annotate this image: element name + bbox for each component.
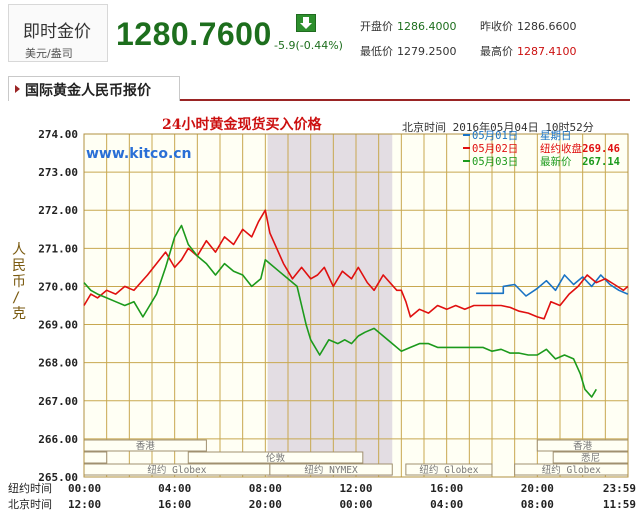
x-tick-label: 20:00 bbox=[521, 482, 554, 495]
y-axis-label-char: 币 bbox=[12, 274, 26, 290]
legend-label: 最新价 bbox=[540, 155, 572, 168]
low-price-label: 最低价 bbox=[360, 45, 393, 58]
x-tick-label: 11:59 bbox=[603, 498, 636, 511]
x-axis: 纽约时间 00:00 04:00 08:00 12:00 16:00 20:00 23:59 北… bbox=[8, 481, 636, 511]
down-arrow-icon bbox=[296, 14, 316, 32]
legend: 05月01日 星期日 05月02日 纽约收盘 269.46 05月03日 最新价 267.14 bbox=[463, 130, 620, 168]
legend-date: 05月03日 bbox=[472, 156, 518, 168]
london-session-label: 伦敦 bbox=[266, 452, 286, 464]
y-tick-label: 269.00 bbox=[38, 319, 78, 332]
legend-label: 纽约收盘 bbox=[540, 142, 582, 155]
y-axis-label-char: 人 bbox=[12, 242, 26, 258]
y-axis-label: 人民币/克 bbox=[12, 242, 26, 322]
high-price: 最高价 1287.4100 bbox=[480, 43, 577, 59]
x-row-label: 纽约时间 bbox=[8, 481, 52, 495]
section-title: 国际黄金人民币报价 bbox=[25, 83, 151, 99]
y-tick-label: 268.00 bbox=[38, 357, 78, 370]
globex-session-2-band bbox=[405, 463, 493, 476]
globex-session-3-label: 纽约 Globex bbox=[542, 464, 601, 476]
x-tick-label: 00:00 bbox=[339, 498, 372, 511]
y-axis-label-char: / bbox=[12, 290, 20, 306]
series-layer bbox=[83, 209, 629, 398]
series-line-2 bbox=[83, 209, 629, 320]
high-price-label: 最高价 bbox=[480, 45, 513, 58]
x-tick-label: 04:00 bbox=[158, 482, 191, 495]
nymex-session-shade bbox=[267, 134, 393, 477]
x-tick-label: 12:00 bbox=[68, 498, 101, 511]
legend-value: 267.14 bbox=[582, 156, 620, 168]
high-price-value: 1287.4100 bbox=[517, 45, 577, 58]
quote-unit: 美元/盎司 bbox=[25, 47, 73, 60]
x-tick-label: 04:00 bbox=[430, 498, 463, 511]
chart-title: 24小时黄金现货买入价格 bbox=[162, 116, 322, 133]
section-divider bbox=[8, 99, 630, 101]
x-tick-label: 16:00 bbox=[158, 498, 191, 511]
price-change: -5.9(-0.44%) bbox=[274, 39, 343, 52]
y-axis-label-char: 民 bbox=[12, 258, 26, 274]
legend-label: 星期日 bbox=[540, 130, 572, 142]
current-price: 1280.7600 bbox=[116, 16, 272, 52]
open-price: 开盘价 1286.4000 bbox=[360, 18, 457, 34]
london-session-tail-band bbox=[83, 451, 108, 464]
legend-date: 05月02日 bbox=[472, 143, 518, 155]
chart-timestamp: 北京时间 2016年05月04日 10时52分 bbox=[402, 120, 594, 134]
y-tick-label: 266.00 bbox=[38, 433, 78, 446]
tab-marker-icon bbox=[15, 85, 20, 93]
london-session-band bbox=[187, 451, 364, 464]
x-tick-label: 20:00 bbox=[249, 498, 282, 511]
x-tick-label: 23:59 bbox=[603, 482, 636, 495]
grid bbox=[84, 133, 628, 478]
y-axis: 274.00 273.00 272.00 271.00 270.00 269.00 268.… bbox=[38, 128, 78, 484]
x-row-label: 北京时间 bbox=[8, 497, 52, 511]
y-tick-label: 265.00 bbox=[38, 471, 78, 484]
x-tick-label: 00:00 bbox=[68, 482, 101, 495]
low-price: 最低价 1279.2500 bbox=[360, 43, 457, 59]
y-tick-label: 271.00 bbox=[38, 242, 78, 255]
sydney-session-label: 悉尼 bbox=[581, 452, 600, 464]
y-tick-label: 272.00 bbox=[38, 204, 78, 217]
watermark: www.kitco.cn bbox=[86, 146, 192, 162]
prev-close: 昨收价 1286.6600 bbox=[480, 18, 577, 34]
x-tick-label: 08:00 bbox=[249, 482, 282, 495]
prev-close-label: 昨收价 bbox=[480, 20, 513, 33]
y-tick-label: 270.00 bbox=[38, 280, 78, 293]
globex-session-label: 纽约 Globex bbox=[147, 464, 206, 476]
prev-close-value: 1286.6600 bbox=[517, 20, 577, 33]
x-tick-label: 08:00 bbox=[521, 498, 554, 511]
nymex-session-label: 纽约 NYMEX bbox=[304, 464, 358, 476]
legend-date: 05月01日 bbox=[472, 130, 518, 142]
x-tick-label: 12:00 bbox=[339, 482, 372, 495]
open-price-label: 开盘价 bbox=[360, 20, 393, 33]
open-price-value: 1286.4000 bbox=[397, 20, 457, 33]
y-tick-label: 273.00 bbox=[38, 166, 78, 179]
quote-label-box: 即时金价 美元/盎司 bbox=[8, 4, 108, 62]
legend-value: 269.46 bbox=[582, 143, 620, 155]
x-tick-label: 16:00 bbox=[430, 482, 463, 495]
low-price-value: 1279.2500 bbox=[397, 45, 457, 58]
y-axis-label-char: 克 bbox=[12, 306, 26, 322]
y-tick-label: 267.00 bbox=[38, 395, 78, 408]
globex-session-2-label: 纽约 Globex bbox=[419, 464, 478, 476]
quote-panel: 即时金价 美元/盎司 1280.7600 -5.9(-0.44%) 开盘价 128… bbox=[0, 0, 638, 68]
hongkong-session-label: 香港 bbox=[136, 440, 156, 452]
quote-label: 即时金价 bbox=[23, 22, 91, 42]
nymex-session-band bbox=[269, 463, 393, 476]
section-tab[interactable]: 国际黄金人民币报价 bbox=[8, 76, 180, 101]
gold-price-chart: 香港 香港 伦敦 悉尼 纽约 Globex 纽约 NYMEX 纽约 Globex 纽约 Glo… bbox=[0, 104, 638, 520]
hongkong-session-2-label: 香港 bbox=[573, 440, 593, 452]
series-line-3 bbox=[83, 224, 597, 398]
y-tick-label: 274.00 bbox=[38, 128, 78, 141]
